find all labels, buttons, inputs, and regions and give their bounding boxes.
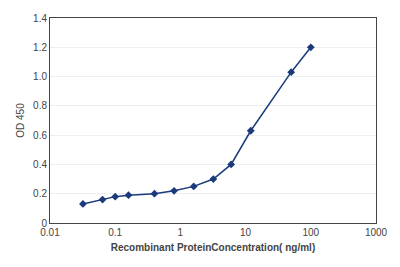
svg-text:0.2: 0.2 bbox=[33, 188, 47, 199]
svg-text:1.0: 1.0 bbox=[33, 71, 47, 82]
svg-text:1.2: 1.2 bbox=[33, 42, 47, 53]
svg-text:0: 0 bbox=[41, 218, 47, 229]
svg-text:10: 10 bbox=[240, 227, 252, 238]
svg-text:1.4: 1.4 bbox=[33, 13, 47, 24]
svg-text:100: 100 bbox=[302, 227, 319, 238]
svg-text:0.1: 0.1 bbox=[108, 227, 122, 238]
svg-text:0.6: 0.6 bbox=[33, 130, 47, 141]
svg-text:0.4: 0.4 bbox=[33, 159, 47, 170]
svg-text:1000: 1000 bbox=[365, 227, 388, 238]
svg-text:Recombinant ProteinConcentrati: Recombinant ProteinConcentration( ng/ml) bbox=[111, 242, 315, 253]
svg-text:1: 1 bbox=[178, 227, 184, 238]
svg-text:OD 450: OD 450 bbox=[15, 103, 26, 138]
svg-text:0.01: 0.01 bbox=[40, 227, 60, 238]
svg-text:0.8: 0.8 bbox=[33, 100, 47, 111]
